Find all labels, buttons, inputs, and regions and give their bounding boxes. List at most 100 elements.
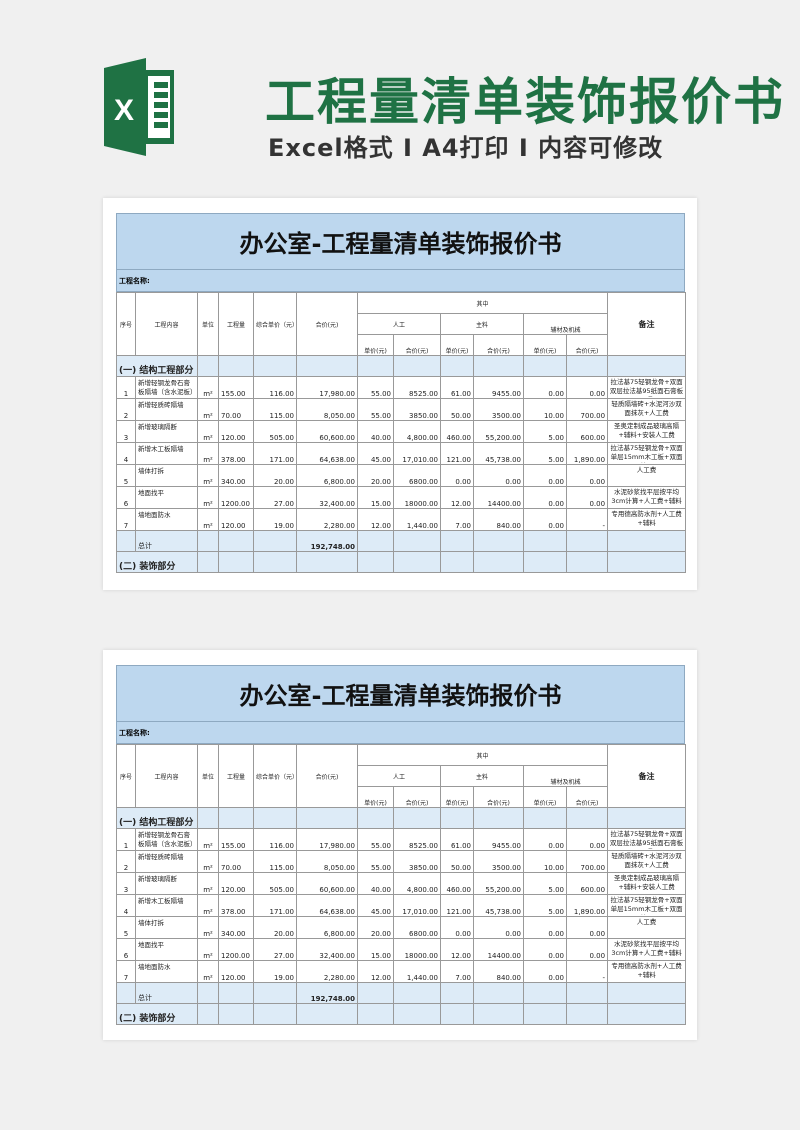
empty-cell bbox=[197, 551, 219, 573]
total-label: 总计 bbox=[135, 982, 198, 1004]
row-labor-total: 8525.00 bbox=[393, 828, 441, 851]
row-aux-price: 0.00 bbox=[523, 828, 567, 851]
row-aux-price: 5.00 bbox=[523, 442, 567, 465]
row-aux-price: 0.00 bbox=[523, 486, 567, 509]
row-content: 墙体打拆 bbox=[135, 916, 198, 939]
row-material-price: 50.00 bbox=[440, 398, 474, 421]
empty-cell bbox=[565, 1003, 609, 1025]
row-material-total: 9455.00 bbox=[473, 828, 524, 851]
empty-cell bbox=[473, 355, 524, 377]
total-row: 总计 192,748.00 bbox=[116, 982, 687, 1004]
empty-cell bbox=[296, 1003, 358, 1025]
sheet-title: 办公室-工程量清单装饰报价书 bbox=[116, 665, 685, 722]
row-remark: 拉法基75轻钢龙骨+双面单层15mm木工板+双面单层 bbox=[607, 894, 687, 917]
row-unit-price: 27.00 bbox=[253, 486, 297, 509]
empty-cell bbox=[197, 982, 219, 1004]
row-total: 64,638.00 bbox=[296, 442, 358, 465]
row-content: 新增轻质砖隔墙 bbox=[135, 850, 198, 873]
row-content: 新增玻璃隔断 bbox=[135, 872, 198, 895]
row-unit: m² bbox=[197, 376, 219, 399]
total-row: 总计 192,748.00 bbox=[116, 530, 687, 552]
row-remark: 轻质隔墙砖+水泥河沙双面抹灰+人工费 bbox=[607, 850, 687, 873]
table-row: 4 新增木工板隔墙 m² 378.00 171.00 64,638.00 45.00 17,0… bbox=[116, 894, 687, 917]
total-value: 192,748.00 bbox=[296, 982, 358, 1004]
row-qty: 70.00 bbox=[218, 398, 254, 421]
row-remark: 水泥砂浆找平层按平均3cm计算+人工费+辅料 bbox=[607, 938, 687, 961]
row-labor-total: 18000.00 bbox=[393, 938, 441, 961]
row-material-price: 121.00 bbox=[440, 894, 474, 917]
header-main-material: 主料 bbox=[440, 765, 524, 787]
row-unit: m² bbox=[197, 938, 219, 961]
row-unit-price: 115.00 bbox=[253, 398, 297, 421]
row-remark-text: 圣奥定制成品玻璃高隔+辅料+安装人工费 bbox=[614, 422, 680, 439]
row-unit-price: 19.00 bbox=[253, 960, 297, 983]
row-qty: 1200.00 bbox=[218, 938, 254, 961]
row-total: 60,600.00 bbox=[296, 872, 358, 895]
row-unit: m² bbox=[197, 420, 219, 443]
header-sub-unit-price: 单价(元) bbox=[357, 334, 394, 356]
row-material-total: 3500.00 bbox=[473, 398, 524, 421]
row-material-total: 0.00 bbox=[473, 916, 524, 939]
row-content: 新增轻钢龙骨石膏板隔墙（含水泥板） bbox=[135, 376, 198, 399]
empty-cell bbox=[296, 807, 358, 829]
header-remark: 备注 bbox=[607, 744, 687, 808]
table-row: 5 墙体打拆 m² 340.00 20.00 6,800.00 20.00 6800.00 0.… bbox=[116, 916, 687, 939]
row-no: 6 bbox=[116, 938, 136, 961]
header-no: 序号 bbox=[116, 744, 136, 808]
row-aux-total: 1,890.00 bbox=[565, 442, 609, 465]
row-unit: m² bbox=[197, 872, 219, 895]
row-total: 6,800.00 bbox=[296, 916, 358, 939]
empty-cell bbox=[393, 982, 441, 1004]
row-material-price: 0.00 bbox=[440, 464, 474, 487]
row-aux-total: 700.00 bbox=[565, 398, 609, 421]
header-row: 序号 工程内容 单位 工程量 综合单价（元） 合价(元) 其中 备注 bbox=[116, 292, 687, 356]
row-material-price: 61.00 bbox=[440, 376, 474, 399]
header-sub-total: 合价(元) bbox=[565, 786, 609, 808]
row-labor-total: 6800.00 bbox=[393, 464, 441, 487]
row-labor-price: 40.00 bbox=[357, 872, 394, 895]
header-no: 序号 bbox=[116, 292, 136, 356]
empty-cell bbox=[218, 982, 254, 1004]
row-material-total: 840.00 bbox=[473, 508, 524, 531]
empty-cell bbox=[607, 1003, 687, 1025]
empty-cell bbox=[253, 1003, 297, 1025]
row-unit-price: 115.00 bbox=[253, 850, 297, 873]
sheet-preview-2: 办公室-工程量清单装饰报价书 工程名称: 序号 工程内容 单位 工程量 综合单价（元） 合价(… bbox=[103, 650, 697, 1040]
row-content: 新增轻钢龙骨石膏板隔墙（含水泥板） bbox=[135, 828, 198, 851]
row-content: 地面找平 bbox=[135, 486, 198, 509]
empty-cell bbox=[253, 530, 297, 552]
header-sub-unit-price: 单价(元) bbox=[357, 786, 394, 808]
header-aux: 辅材及机械 bbox=[522, 765, 609, 787]
header-labor: 人工 bbox=[357, 313, 441, 335]
row-aux-total: 1,890.00 bbox=[565, 894, 609, 917]
row-remark-text: 人工费 bbox=[636, 466, 657, 474]
row-material-price: 0.00 bbox=[440, 916, 474, 939]
row-aux-price: 0.00 bbox=[523, 938, 567, 961]
empty-cell bbox=[393, 1003, 441, 1025]
row-labor-total: 3850.00 bbox=[393, 398, 441, 421]
empty-cell bbox=[197, 355, 219, 377]
empty-cell bbox=[565, 530, 609, 552]
empty-cell bbox=[440, 982, 474, 1004]
header-sub-total: 合价(元) bbox=[393, 334, 441, 356]
row-total: 32,400.00 bbox=[296, 486, 358, 509]
empty-cell bbox=[440, 551, 474, 573]
empty-cell bbox=[357, 982, 394, 1004]
total-label: 总计 bbox=[135, 530, 198, 552]
empty-cell bbox=[218, 355, 254, 377]
row-no: 1 bbox=[116, 828, 136, 851]
row-unit: m² bbox=[197, 486, 219, 509]
table-row: 1 新增轻钢龙骨石膏板隔墙（含水泥板） m² 155.00 116.00 17,980.0… bbox=[116, 828, 687, 851]
row-no: 4 bbox=[116, 894, 136, 917]
empty-cell bbox=[473, 982, 524, 1004]
row-total: 60,600.00 bbox=[296, 420, 358, 443]
row-aux-total: 600.00 bbox=[565, 420, 609, 443]
empty-cell bbox=[607, 982, 687, 1004]
row-content: 新增轻质砖隔墙 bbox=[135, 398, 198, 421]
header-aux: 辅材及机械 bbox=[522, 313, 609, 335]
header-sub-unit-price: 单价(元) bbox=[440, 786, 474, 808]
sheet: 办公室-工程量清单装饰报价书 工程名称: 序号 工程内容 单位 工程量 综合单价（元） 合价(… bbox=[116, 213, 687, 573]
row-unit: m² bbox=[197, 828, 219, 851]
empty-cell bbox=[523, 530, 567, 552]
section-title: (二) 装饰部分 bbox=[116, 1003, 198, 1025]
